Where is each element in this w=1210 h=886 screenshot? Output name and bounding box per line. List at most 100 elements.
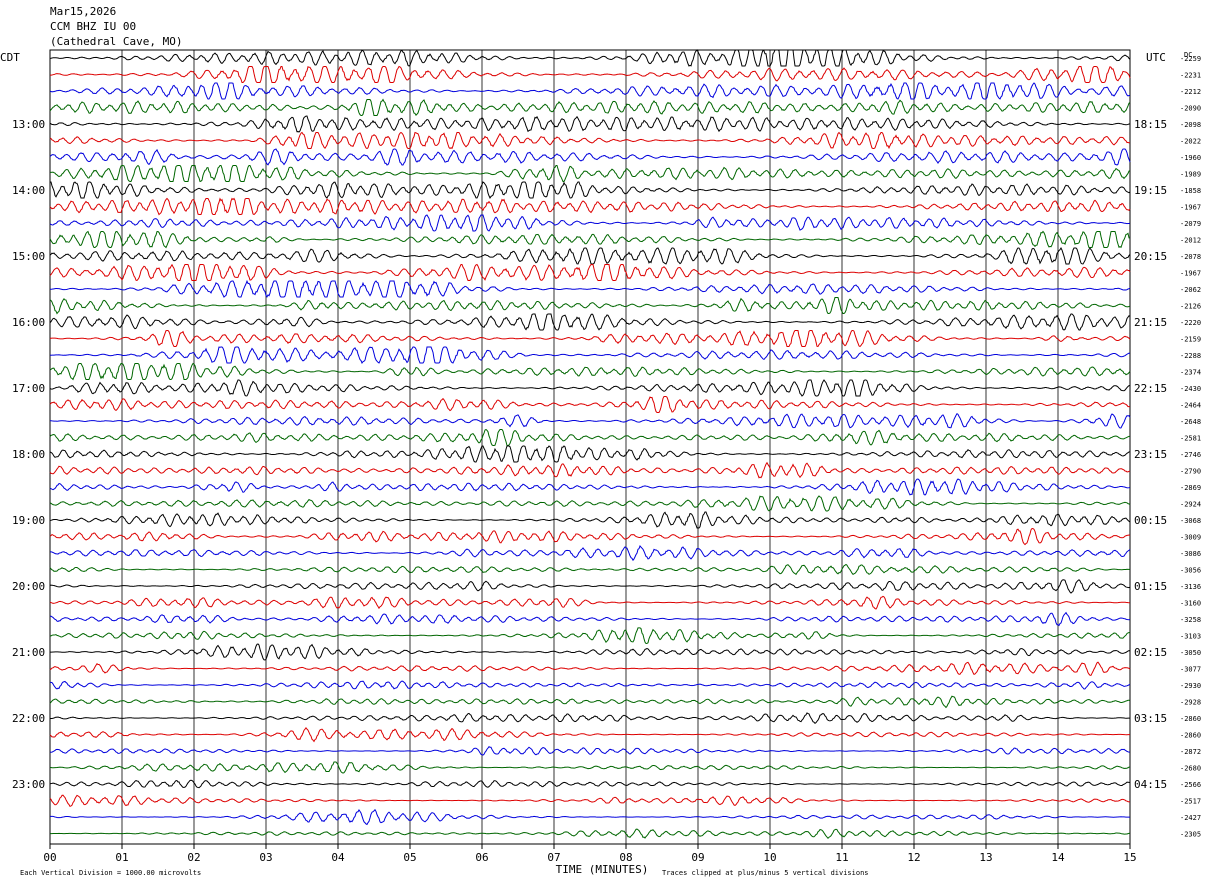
seismic-trace <box>49 680 1131 690</box>
dc-offset-label: -2928 <box>1180 699 1201 707</box>
station-label: CCM BHZ IU 00 <box>50 20 137 33</box>
x-tick-label: 10 <box>763 851 776 864</box>
dc-offset-label: -2259 <box>1180 55 1201 63</box>
x-tick-label: 15 <box>1123 851 1136 864</box>
dc-offset-label: -3160 <box>1180 600 1201 608</box>
header: Mar15,2026 CCM BHZ IU 00 (Cathedral Cave… <box>50 4 182 49</box>
dc-offset-label: -2126 <box>1180 303 1201 311</box>
location-label: (Cathedral Cave, MO) <box>50 35 183 48</box>
seismic-trace <box>49 545 1131 562</box>
seismic-trace <box>49 828 1131 840</box>
seismic-trace <box>49 779 1131 789</box>
left-hour-label: 15:00 <box>12 250 45 263</box>
x-tick-label: 08 <box>619 851 632 864</box>
seismic-trace <box>49 148 1131 166</box>
right-hour-label: 00:15 <box>1134 514 1167 527</box>
dc-offset-label: -2746 <box>1180 451 1201 459</box>
seismic-trace <box>49 131 1131 150</box>
right-hour-label: 19:15 <box>1134 184 1167 197</box>
x-tick-label: 07 <box>547 851 560 864</box>
left-hour-label: 17:00 <box>12 382 45 395</box>
x-tick-label: 14 <box>1051 851 1065 864</box>
dc-offset-label: -2079 <box>1180 220 1201 228</box>
x-tick-label: 01 <box>115 851 128 864</box>
seismic-trace <box>49 527 1131 546</box>
left-hour-label: 23:00 <box>12 778 45 791</box>
dc-offset-label: -2566 <box>1180 781 1201 789</box>
dc-offset-label: -1967 <box>1180 204 1201 212</box>
seismic-trace <box>49 808 1131 826</box>
seismic-trace <box>49 478 1131 496</box>
left-hour-label: 16:00 <box>12 316 45 329</box>
right-hour-label: 22:15 <box>1134 382 1167 395</box>
dc-offset-label: -2288 <box>1180 352 1201 360</box>
right-hour-label: 21:15 <box>1134 316 1167 329</box>
dc-offset-label: -2517 <box>1180 798 1201 806</box>
seismic-trace <box>49 726 1131 743</box>
seismic-trace <box>49 761 1131 774</box>
dc-offset-label: -2581 <box>1180 435 1201 443</box>
seismic-trace <box>49 461 1131 479</box>
right-hour-label: 02:15 <box>1134 646 1167 659</box>
dc-offset-label: -2648 <box>1180 418 1201 426</box>
x-tick-label: 04 <box>331 851 345 864</box>
seismic-trace <box>49 746 1131 756</box>
seismic-trace <box>49 115 1131 133</box>
right-timezone-label: UTC <box>1146 51 1166 64</box>
dc-offset-label: -3056 <box>1180 567 1201 575</box>
left-hour-label: 13:00 <box>12 118 45 131</box>
seismic-trace <box>49 263 1131 282</box>
seismic-trace <box>49 445 1131 463</box>
seismic-trace <box>49 164 1131 183</box>
x-tick-label: 02 <box>187 851 200 864</box>
dc-offset-label: -2012 <box>1180 237 1201 245</box>
seismic-trace <box>49 643 1131 661</box>
x-tick-label: 09 <box>691 851 704 864</box>
seismic-trace <box>49 712 1131 724</box>
seismic-trace <box>49 379 1130 397</box>
right-hour-label: 03:15 <box>1134 712 1167 725</box>
left-hour-label: 21:00 <box>12 646 45 659</box>
dc-offset-label: -3258 <box>1180 616 1201 624</box>
dc-offset-label: -2090 <box>1180 105 1201 113</box>
dc-offset-label: -2098 <box>1180 121 1201 129</box>
seismic-trace <box>49 563 1131 576</box>
dc-offset-label: -1960 <box>1180 154 1201 162</box>
dc-offset-label: -2305 <box>1180 831 1201 839</box>
dc-offset-label: -2869 <box>1180 484 1201 492</box>
x-tick-label: 13 <box>979 851 992 864</box>
dc-offset-label: -2790 <box>1180 468 1201 476</box>
seismic-trace <box>49 579 1131 594</box>
seismic-trace <box>49 297 1131 315</box>
right-hour-label: 23:15 <box>1134 448 1167 461</box>
dc-offset-label: -3068 <box>1180 517 1201 525</box>
footer-right-note: Traces clipped at plus/minus 5 vertical … <box>662 869 869 877</box>
dc-offset-label: -2924 <box>1180 501 1201 509</box>
seismic-trace <box>49 362 1131 381</box>
x-tick-label: 12 <box>907 851 920 864</box>
right-hour-label: 18:15 <box>1134 118 1167 131</box>
label-group: CDT UTC DC TIME (MINUTES) Each Vertical … <box>0 51 1201 877</box>
x-tick-label: 06 <box>475 851 488 864</box>
dc-offset-label: -3103 <box>1180 633 1201 641</box>
dc-offset-label: -3009 <box>1180 534 1201 542</box>
x-tick-label: 05 <box>403 851 416 864</box>
seismic-trace <box>49 627 1131 645</box>
dc-offset-label: -2872 <box>1180 748 1201 756</box>
seismic-trace <box>49 695 1131 709</box>
seismic-trace <box>49 82 1131 100</box>
dc-offset-label: -2220 <box>1180 319 1201 327</box>
dc-offset-label: -3050 <box>1180 649 1201 657</box>
seismic-trace <box>49 413 1131 429</box>
seismic-trace <box>49 98 1131 117</box>
x-tick-label: 11 <box>835 851 848 864</box>
plot-frame <box>49 49 1131 845</box>
seismic-trace <box>49 511 1131 529</box>
dc-offset-label: -2860 <box>1180 715 1201 723</box>
seismic-trace <box>49 611 1131 627</box>
date-label: Mar15,2026 <box>50 5 117 18</box>
dc-offset-label: -2930 <box>1180 682 1201 690</box>
dc-offset-label: -1989 <box>1180 171 1201 179</box>
left-hour-label: 20:00 <box>12 580 45 593</box>
x-tick-label: 00 <box>43 851 56 864</box>
